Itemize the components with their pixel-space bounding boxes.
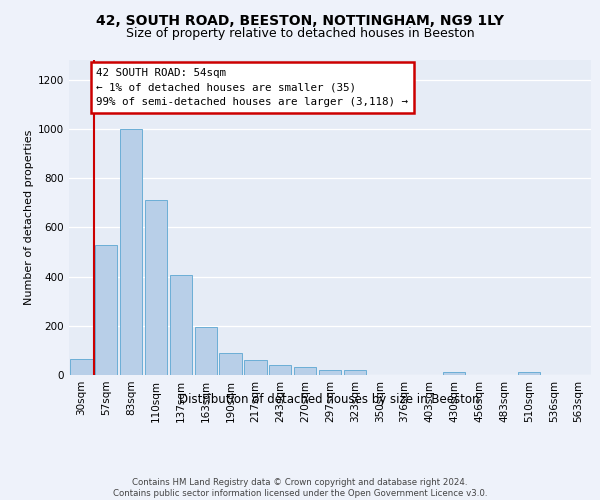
Bar bbox=[70, 359, 92, 375]
Bar bbox=[443, 372, 466, 375]
Bar bbox=[194, 326, 217, 375]
Y-axis label: Number of detached properties: Number of detached properties bbox=[24, 130, 34, 305]
Bar bbox=[244, 360, 266, 375]
Bar bbox=[170, 276, 192, 375]
Bar bbox=[220, 353, 242, 375]
Bar bbox=[319, 370, 341, 375]
Text: 42, SOUTH ROAD, BEESTON, NOTTINGHAM, NG9 1LY: 42, SOUTH ROAD, BEESTON, NOTTINGHAM, NG9… bbox=[96, 14, 504, 28]
Text: 42 SOUTH ROAD: 54sqm
← 1% of detached houses are smaller (35)
99% of semi-detach: 42 SOUTH ROAD: 54sqm ← 1% of detached ho… bbox=[97, 68, 409, 108]
Text: Distribution of detached houses by size in Beeston: Distribution of detached houses by size … bbox=[179, 392, 479, 406]
Bar bbox=[344, 370, 366, 375]
Text: Contains HM Land Registry data © Crown copyright and database right 2024.
Contai: Contains HM Land Registry data © Crown c… bbox=[113, 478, 487, 498]
Bar bbox=[294, 367, 316, 375]
Bar bbox=[145, 200, 167, 375]
Bar bbox=[269, 365, 292, 375]
Bar bbox=[518, 372, 540, 375]
Bar bbox=[120, 129, 142, 375]
Text: Size of property relative to detached houses in Beeston: Size of property relative to detached ho… bbox=[125, 28, 475, 40]
Bar bbox=[95, 246, 118, 375]
